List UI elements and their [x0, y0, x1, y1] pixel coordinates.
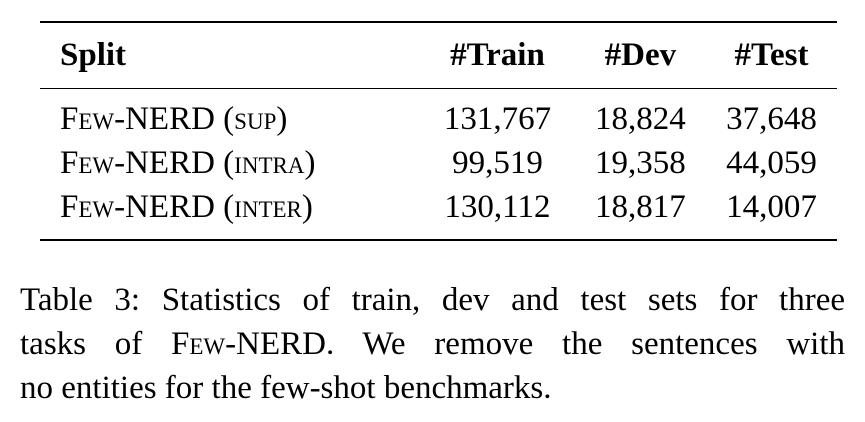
table-row: Few-NERD (inter) 130,112 18,817 14,007: [40, 185, 837, 240]
table-row: Few-NERD (sup) 131,767 18,824 37,648: [40, 89, 837, 142]
caption-line-3: no entities for the few-shot benchmarks.: [20, 370, 552, 406]
statistics-table-container: Split #Train #Dev #Test Few-NERD (sup) 1…: [40, 21, 837, 241]
row-split-label: Few-NERD (inter): [60, 188, 313, 225]
caption-line-2: tasks of Few-NERD. We remove the sentenc…: [20, 322, 845, 366]
row-test-value: 37,648: [726, 100, 817, 137]
caption-dataset-name: Few-NERD: [171, 326, 326, 362]
table-row: Few-NERD (intra) 99,519 19,358 44,059: [40, 141, 837, 185]
row-test-value: 14,007: [726, 188, 817, 225]
caption-line-2-pre: tasks of: [20, 326, 172, 362]
row-split-label: Few-NERD (intra): [60, 144, 316, 181]
caption-line-2-post: . We remove the sentences with: [325, 326, 845, 362]
row-dev-value: 18,824: [595, 100, 686, 137]
header-split: Split: [60, 37, 127, 73]
header-dev: #Dev: [604, 37, 677, 73]
row-train-value: 131,767: [443, 100, 552, 137]
statistics-table: Split #Train #Dev #Test Few-NERD (sup) 1…: [40, 21, 837, 241]
row-train-value: 99,519: [452, 144, 543, 181]
row-train-value: 130,112: [444, 188, 551, 225]
caption-line-1: Table 3: Statistics of train, dev and te…: [20, 282, 845, 318]
table-header-row: Split #Train #Dev #Test: [40, 22, 837, 89]
table-caption: Table 3: Statistics of train, dev and te…: [20, 278, 845, 410]
header-test: #Test: [734, 37, 809, 73]
row-dev-value: 18,817: [595, 188, 686, 225]
row-test-value: 44,059: [726, 144, 817, 181]
row-split-label: Few-NERD (sup): [60, 100, 288, 137]
header-train: #Train: [450, 37, 545, 73]
row-dev-value: 19,358: [595, 144, 686, 181]
